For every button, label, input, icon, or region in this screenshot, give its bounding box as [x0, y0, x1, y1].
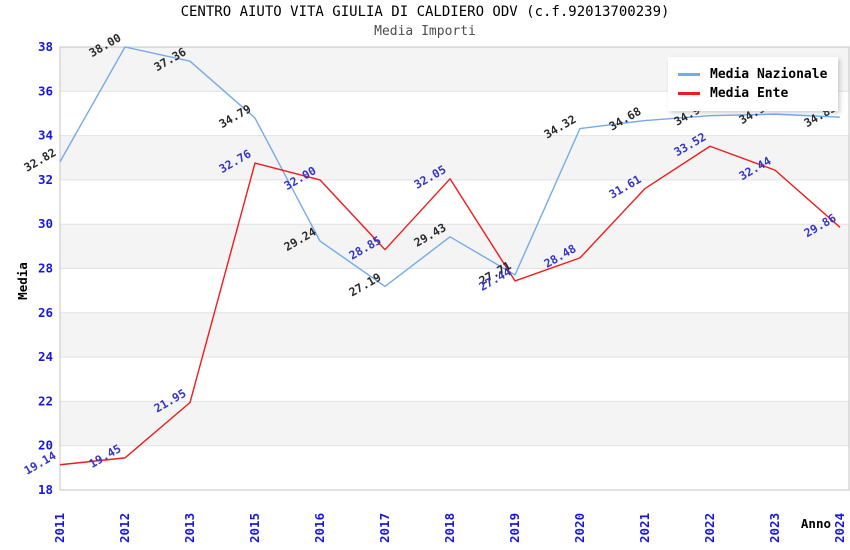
media-nazionale-line	[59, 46, 841, 288]
legend-label: Media Ente	[710, 86, 789, 101]
legend: Media Nazionale Media Ente	[668, 57, 838, 111]
media-nazionale-swatch-icon	[678, 73, 700, 76]
y-tick-label: 32	[38, 172, 53, 187]
x-tick-label: 2021	[637, 513, 652, 543]
x-tick-label: 2012	[117, 513, 132, 543]
legend-item-media-ente: Media Ente	[678, 85, 830, 102]
x-tick-label: 2023	[767, 513, 782, 543]
x-tick-label: 2015	[247, 513, 262, 543]
y-tick-label: 24	[38, 349, 53, 364]
chart-title: CENTRO AIUTO VITA GIULIA DI CALDIERO ODV…	[180, 4, 670, 20]
x-tick-label: 2019	[507, 513, 522, 543]
y-tick-label: 18	[38, 482, 53, 497]
x-tick-label: 2018	[442, 513, 457, 543]
plot-band	[60, 224, 849, 269]
y-tick-label: 38	[38, 39, 53, 54]
y-tick-label: 34	[38, 128, 53, 143]
x-axis-title: Anno	[801, 516, 831, 531]
y-tick-label: 28	[38, 261, 53, 276]
legend-item-media-nazionale: Media Nazionale	[678, 66, 830, 83]
x-tick-label: 2011	[52, 513, 67, 543]
plot-frame	[59, 46, 850, 491]
plot-band	[60, 312, 849, 358]
x-tick-label: 2024	[832, 513, 847, 543]
plot-band	[60, 135, 849, 180]
x-tick-label: 2020	[572, 513, 587, 543]
media-ente-line	[59, 145, 841, 466]
x-tick-label: 2016	[312, 513, 327, 543]
y-tick-label: 20	[38, 438, 53, 453]
data-label: 34.79	[217, 102, 254, 131]
y-tick-label: 30	[38, 216, 53, 231]
media-ente-swatch-icon	[678, 92, 700, 95]
chart-subtitle: Media Importi	[374, 24, 476, 39]
legend-label: Media Nazionale	[710, 67, 828, 82]
y-axis-title: Media	[15, 262, 30, 300]
y-tick-label: 26	[38, 305, 53, 320]
plot-band	[60, 401, 849, 446]
y-tick-label: 36	[38, 83, 53, 98]
y-tick-label: 22	[38, 393, 53, 408]
data-label: 27.19	[347, 270, 384, 299]
x-tick-label: 2022	[702, 513, 717, 543]
data-label: 34.68	[607, 104, 644, 133]
x-tick-label: 2013	[182, 513, 197, 543]
x-tick-label: 2017	[377, 513, 392, 543]
data-label: 32.82	[22, 145, 59, 174]
